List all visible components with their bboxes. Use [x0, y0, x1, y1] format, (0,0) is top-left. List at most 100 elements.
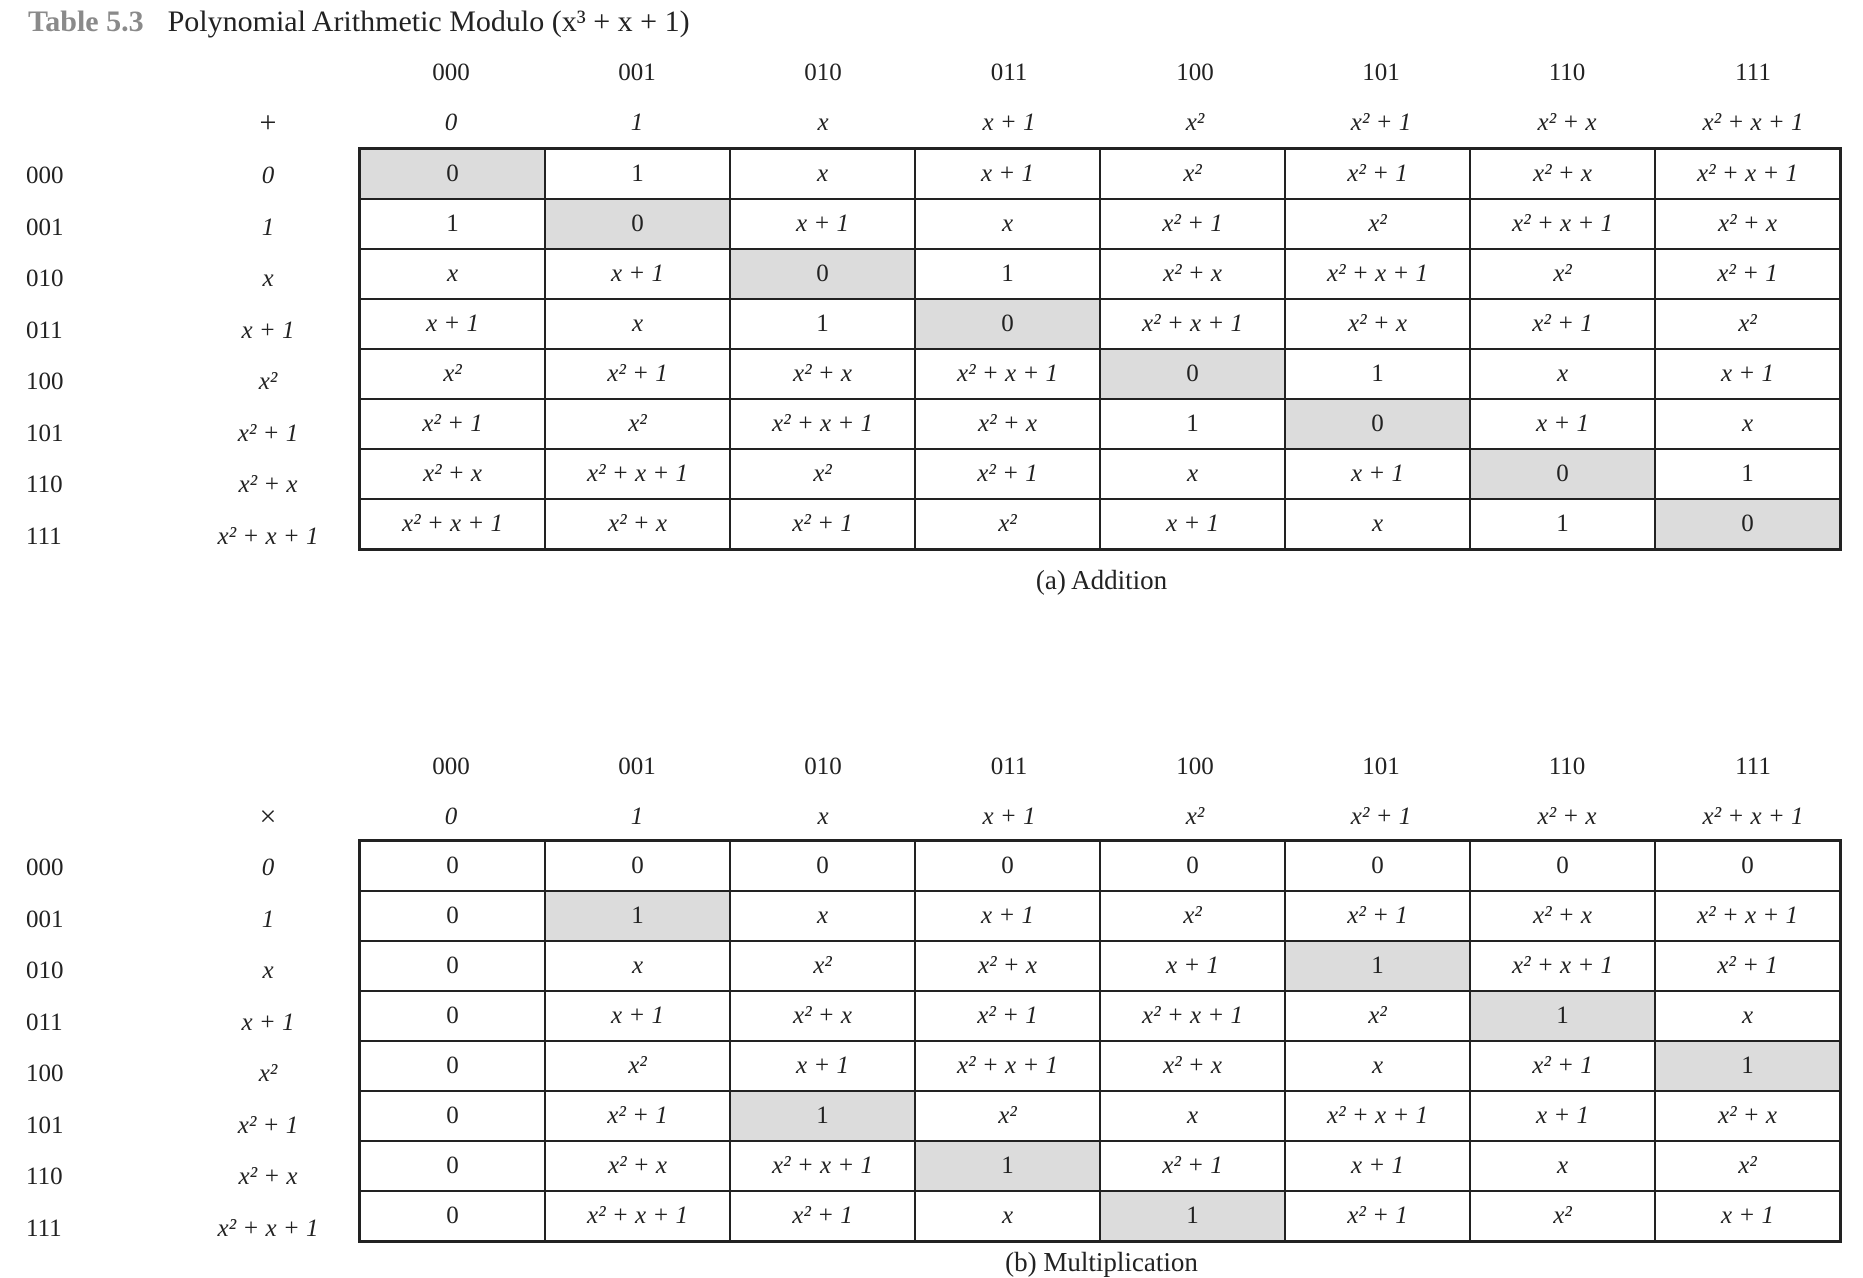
- addition-row-poly-0: 0: [261, 162, 275, 189]
- addition-cell: x + 1: [914, 147, 1101, 200]
- multiplication-cell: x²: [729, 940, 916, 992]
- multiplication-cell: x² + x + 1: [1284, 1090, 1471, 1142]
- addition-row-poly-4: x²: [258, 368, 278, 395]
- addition-cell: x² + x + 1: [1654, 147, 1842, 200]
- multiplication-cell: 1: [914, 1140, 1101, 1192]
- addition-col-bits-5: 101: [1362, 59, 1400, 86]
- addition-cell: x + 1: [544, 248, 731, 300]
- addition-col-poly-4: x²: [1185, 109, 1205, 136]
- addition-cell: 1: [1284, 348, 1471, 400]
- addition-cell: x: [729, 147, 916, 200]
- addition-cell: x² + 1: [358, 398, 546, 450]
- multiplication-col-poly-7: x² + x + 1: [1702, 803, 1804, 830]
- addition-cell: 1: [358, 198, 546, 250]
- addition-cell: x² + 1: [914, 448, 1101, 500]
- multiplication-cell: x + 1: [1654, 1190, 1842, 1243]
- addition-row-bits-3: 011: [26, 316, 63, 344]
- addition-operator: +: [259, 106, 277, 139]
- addition-cell: x² + x: [1469, 147, 1656, 200]
- multiplication-cell: x² + x + 1: [729, 1140, 916, 1192]
- addition-cell: x² + x + 1: [1099, 298, 1286, 350]
- multiplication-cell: x: [544, 940, 731, 992]
- multiplication-cell: x: [1284, 1040, 1471, 1092]
- multiplication-cell: x² + x: [914, 940, 1101, 992]
- addition-cell: 1: [1654, 448, 1842, 500]
- multiplication-row-bits-6: 110: [26, 1163, 63, 1190]
- multiplication-cell: x: [914, 1190, 1101, 1243]
- addition-row-poly-2: x: [262, 265, 274, 292]
- multiplication-cell: 0: [358, 839, 546, 892]
- addition-cell: 0: [914, 298, 1101, 350]
- multiplication-row-bits-3: 011: [26, 1008, 63, 1036]
- multiplication-cell: x + 1: [729, 1040, 916, 1092]
- addition-cell: x² + x: [1284, 298, 1471, 350]
- multiplication-row-bits-0: 000: [26, 854, 64, 881]
- addition-cell: x²: [729, 448, 916, 500]
- multiplication-cell: x² + 1: [1284, 890, 1471, 942]
- addition-cell: x² + 1: [1099, 198, 1286, 250]
- multiplication-cell: 0: [358, 1090, 546, 1142]
- multiplication-cell: 0: [358, 890, 546, 942]
- multiplication-cell: 0: [1284, 839, 1471, 892]
- addition-cell: 0: [729, 248, 916, 300]
- addition-cell: 1: [544, 147, 731, 200]
- multiplication-cell: x: [1099, 1090, 1286, 1142]
- multiplication-col-bits-4: 100: [1176, 753, 1214, 780]
- table-number: Table 5.3: [28, 5, 144, 38]
- multiplication-cell: x² + x + 1: [1469, 940, 1656, 992]
- multiplication-cell: x² + x: [729, 990, 916, 1042]
- multiplication-label: (b) Multiplication: [1005, 1247, 1198, 1277]
- addition-row-poly-1: 1: [261, 213, 275, 241]
- addition-cell: x² + x: [1099, 248, 1286, 300]
- table-title: Polynomial Arithmetic Modulo (x³ + x + 1…: [167, 5, 690, 38]
- addition-row-bits-2: 010: [26, 265, 64, 292]
- multiplication-col-poly-4: x²: [1185, 803, 1205, 830]
- addition-cell: x: [1284, 498, 1471, 551]
- multiplication-cell: x + 1: [1469, 1090, 1656, 1142]
- addition-col-poly-5: x² + 1: [1350, 109, 1412, 136]
- addition-col-bits-1: 001: [618, 59, 656, 86]
- multiplication-cell: x² + x: [1099, 1040, 1286, 1092]
- multiplication-cell: x² + x: [544, 1140, 731, 1192]
- addition-cell: x + 1: [358, 298, 546, 350]
- addition-row-bits-0: 000: [26, 162, 64, 189]
- addition-label: (a) Addition: [1035, 565, 1168, 595]
- addition-cell: 0: [1654, 498, 1842, 551]
- multiplication-cell: x² + 1: [1099, 1140, 1286, 1192]
- addition-col-poly-6: x² + x: [1537, 109, 1597, 136]
- addition-row-bits-5: 101: [26, 419, 64, 447]
- addition-cell: x² + 1: [1469, 298, 1656, 350]
- multiplication-col-bits-0: 000: [432, 753, 470, 780]
- addition-cell: x²: [914, 498, 1101, 551]
- addition-cell: x² + x: [544, 498, 731, 551]
- addition-cell: x² + x: [729, 348, 916, 400]
- multiplication-cell: 1: [1469, 990, 1656, 1042]
- multiplication-col-poly-1: 1: [630, 803, 644, 830]
- multiplication-row-poly-7: x² + x + 1: [217, 1214, 319, 1242]
- addition-cell: x²: [1654, 298, 1842, 350]
- multiplication-cell: x² + x: [1469, 890, 1656, 942]
- multiplication-cell: 0: [358, 1190, 546, 1243]
- addition-col-bits-0: 000: [432, 59, 470, 86]
- addition-cell: 0: [358, 147, 546, 200]
- multiplication-cell: 1: [1654, 1040, 1842, 1092]
- multiplication-col-bits-3: 011: [990, 753, 1028, 780]
- multiplication-cell: x² + 1: [544, 1090, 731, 1142]
- multiplication-cell: x + 1: [1284, 1140, 1471, 1192]
- addition-cell: 1: [729, 298, 916, 350]
- multiplication-cell: x²: [544, 1040, 731, 1092]
- multiplication-cell: x² + x + 1: [914, 1040, 1101, 1092]
- multiplication-cell: 0: [358, 940, 546, 992]
- multiplication-cell: x² + 1: [1284, 1190, 1471, 1243]
- addition-cell: x² + x + 1: [729, 398, 916, 450]
- addition-cell: x² + x + 1: [544, 448, 731, 500]
- addition-col-poly-1: 1: [630, 109, 644, 136]
